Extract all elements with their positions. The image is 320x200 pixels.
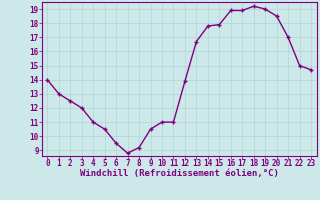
X-axis label: Windchill (Refroidissement éolien,°C): Windchill (Refroidissement éolien,°C): [80, 169, 279, 178]
